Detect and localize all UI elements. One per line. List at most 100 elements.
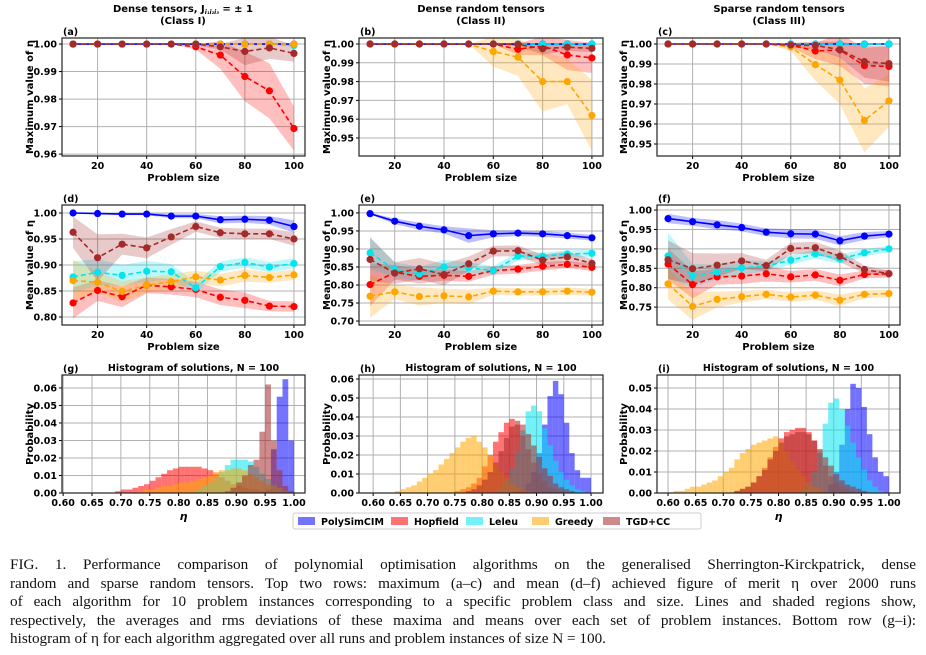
y-tick-label: 0.80 [331,281,355,292]
histogram-bar-greedy [756,442,762,493]
panel-b: 20 40 60 80 100 0.95 0.96 0.97 0.98 0.99 1.00 (b) Pr… [322,27,604,184]
histogram-bar-greedy [236,468,243,493]
histogram-bar-tgd+cc [855,488,862,493]
data-point [885,230,893,238]
histogram-bar-polysimcim [883,476,889,493]
histogram-bar-greedy [400,489,406,493]
legend-label: Greedy [555,517,594,528]
data-point [664,214,672,223]
x-tick-label: 1.00 [877,498,901,509]
data-layer [115,379,295,493]
data-point [885,97,893,105]
axes-frame [656,37,901,157]
y-axis-label: Maximum value of η [619,40,630,154]
legend-label: Hopfield [414,517,459,528]
series-line-tgd+cc [370,43,592,50]
data-point [290,49,298,58]
error-band-greedy [73,259,294,302]
x-tick-label: 0.95 [850,498,873,509]
series-line-tgd+cc [668,43,890,65]
histogram-bar-polysimcim [282,379,289,493]
histogram-bar-polysimcim [850,383,856,493]
histogram-bar-tgd+cc [828,465,834,493]
series-line-polysimcim [667,217,890,242]
error-band-polysimcim [668,213,889,246]
histogram-bar-tgd+cc [498,451,504,493]
error-band-hopfield [370,260,592,307]
data-point [489,230,497,238]
histogram-bar-hopfield [138,485,144,493]
data-point [588,234,596,242]
data-point [860,58,869,66]
histogram-bar-greedy [701,484,707,493]
histogram-bar-hopfield [161,473,168,493]
data-point [118,40,126,48]
y-tick-label: 0.90 [34,261,58,272]
data-point [688,265,697,273]
data-point [539,256,547,264]
histogram-bar-greedy [712,480,718,493]
histogram-bar-greedy [190,480,196,493]
data-point [241,72,249,81]
histogram-bar-polysimcim [574,470,581,493]
error-band-tgd+cc [370,237,592,286]
panel-label: (c) [658,27,672,38]
panel-label: (h) [360,364,375,375]
data-point [762,228,770,236]
histogram-bar-hopfield [115,491,121,493]
histogram-bar-polysimcim [877,472,884,493]
y-tick-label: 0.05 [34,401,57,412]
data-point [265,87,274,95]
panel-label: (i) [658,364,670,375]
panel-label: (e) [360,194,375,205]
histogram-bar-tgd+cc [761,469,768,493]
data-point [366,40,374,48]
data-point [588,111,596,120]
histogram-bar-tgd+cc [552,483,559,493]
data-point [885,270,893,278]
data-point [489,287,497,295]
histogram-bar-greedy [184,482,191,493]
histogram-bar-tgd+cc [520,424,526,493]
x-tick-label: 20 [388,330,402,341]
column-subtitle: (Class III) [752,16,805,27]
data-point [265,302,274,310]
data-point [588,44,596,52]
x-tick-label: 20 [91,161,105,172]
data-point [489,266,497,275]
x-tick-label: 0.70 [416,498,440,509]
y-tick-label: 1.00 [34,209,58,220]
panel-label: (a) [63,27,78,38]
data-point [241,40,249,48]
histogram-bar-leleu [574,489,581,493]
data-point [290,302,298,311]
error-band-leleu [73,257,294,294]
data-point [489,40,497,48]
histogram-bar-polysimcim [288,440,295,493]
x-tick-label: 0.80 [167,498,191,509]
y-tick-label: 0.85 [331,262,354,273]
data-point [93,254,102,262]
column-subtitle: (Class II) [456,16,505,27]
data-point [118,240,126,248]
histogram-bar-greedy [143,489,150,493]
data-point [836,237,844,245]
x-tick-label: 0.70 [109,498,133,509]
histogram-bar-tgd+cc [259,431,266,493]
histogram-bar-tgd+cc [745,486,751,493]
histogram-bar-hopfield [143,484,150,493]
histogram-bar-tgd+cc [800,432,807,493]
histogram-bar-greedy [745,448,751,493]
data-point [688,281,697,289]
data-point [811,61,819,69]
x-tick-label: 40 [735,161,749,172]
histogram-bar-greedy [422,477,428,493]
data-point [563,253,571,261]
histogram-bar-tgd+cc [531,445,537,493]
series-line-hopfield [667,263,889,286]
histogram-bar-leleu [542,428,548,493]
histogram-bar-hopfield [120,489,127,493]
error-band-hopfield [370,38,592,73]
data-point [69,299,77,307]
histogram-bar-polysimcim [585,477,592,493]
